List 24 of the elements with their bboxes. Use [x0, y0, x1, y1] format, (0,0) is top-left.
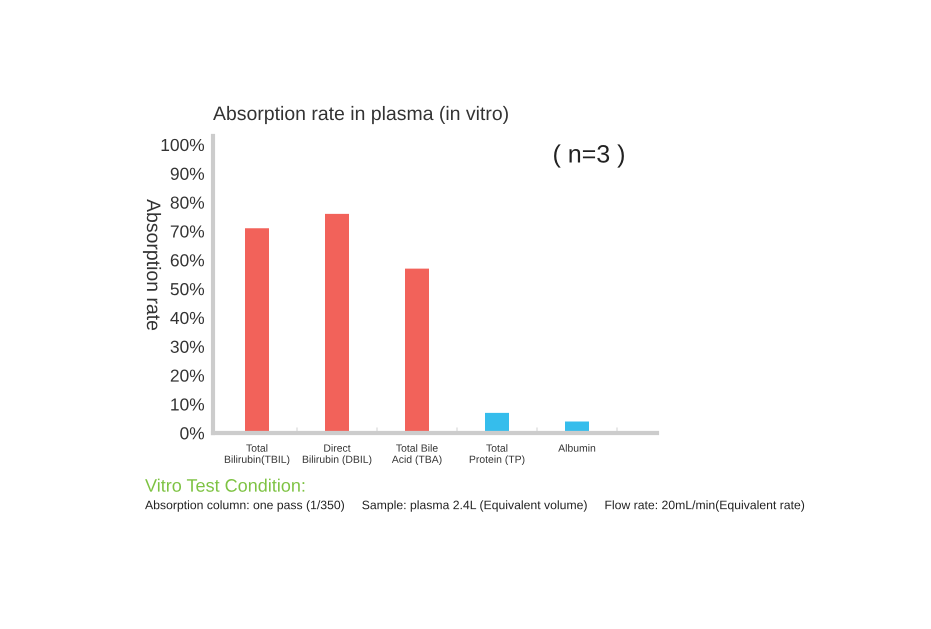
x-tick-label: Total Bilirubin(TBIL) [224, 444, 290, 466]
bar [405, 268, 429, 433]
y-tick-label: 0% [180, 427, 204, 440]
y-tick-label: 10% [171, 398, 204, 411]
x-tick-label: Albumin [558, 444, 596, 452]
y-tick-label: 50% [170, 282, 204, 296]
x-tick-label: Total Protein (TP) [470, 444, 524, 466]
chart-title: Absorption rate in plasma (in vitro) [213, 106, 508, 124]
text: Absorption column: one pass (1/350) Sample: plasma 2.4L (Equivalent volume) Flow rate: 20mL/min(Equivalent rate) [145, 500, 804, 512]
x-tick-label: Direct Bilirubin (DBIL) [302, 444, 372, 466]
y-tick-label: 80% [170, 196, 204, 209]
text: Vitro Test Condition: [145, 478, 304, 492]
x-tick-label: Total Bile Acid (TBA) [392, 444, 442, 466]
y-tick-label: 40% [170, 312, 204, 324]
y-axis-title: Absorption rate [142, 199, 162, 330]
y-tick-label: 70% [170, 225, 204, 238]
bar [325, 214, 349, 433]
annotation: ( n=3 ) [554, 144, 624, 168]
y-tick-label: 100% [162, 138, 204, 152]
y-tick-label: 30% [170, 340, 204, 353]
y-tick-label: 60% [170, 254, 204, 266]
y-tick-label: 90% [170, 168, 204, 180]
y-tick-label: 20% [170, 370, 204, 382]
bar [245, 228, 269, 433]
